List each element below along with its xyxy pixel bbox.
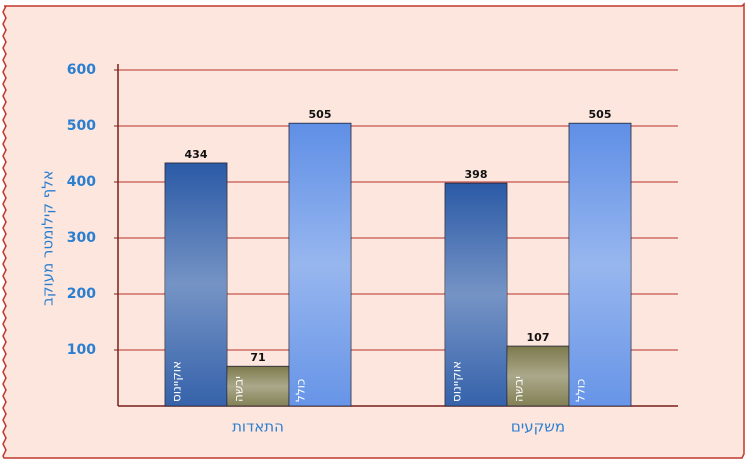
y-tick-label: 500 (67, 118, 96, 134)
value-label: 505 (589, 108, 612, 121)
frame (2, 2, 745, 459)
y-tick-label: 400 (67, 174, 96, 190)
series-name: יבשה (232, 376, 246, 402)
series-name: כולל (574, 379, 588, 402)
bar-shine (445, 183, 507, 406)
y-tick-label: 600 (67, 62, 96, 78)
bar-shine (507, 346, 569, 406)
bar-shine (165, 162, 227, 406)
bar-shine (569, 123, 631, 406)
y-tick-label: 200 (67, 286, 96, 302)
series-name: כולל (294, 379, 308, 402)
x-tick-label: משקעים (511, 418, 565, 436)
series-name: אוקיינוס (170, 361, 184, 402)
y-tick-label: 300 (67, 230, 96, 246)
value-label: 71 (250, 351, 265, 364)
series-name: יבשה (512, 376, 526, 402)
bar-shine (227, 366, 289, 406)
value-label: 434 (185, 148, 208, 161)
y-tick-label: 100 (67, 342, 96, 358)
bar-shine (289, 123, 351, 406)
value-label: 107 (527, 331, 550, 344)
value-label: 505 (309, 108, 332, 121)
x-tick-label: התאדות (232, 418, 284, 436)
value-label: 398 (465, 168, 488, 181)
series-name: אוקיינוס (450, 361, 464, 402)
y-axis-label: אלף קילומטר מעוקב (39, 170, 57, 306)
